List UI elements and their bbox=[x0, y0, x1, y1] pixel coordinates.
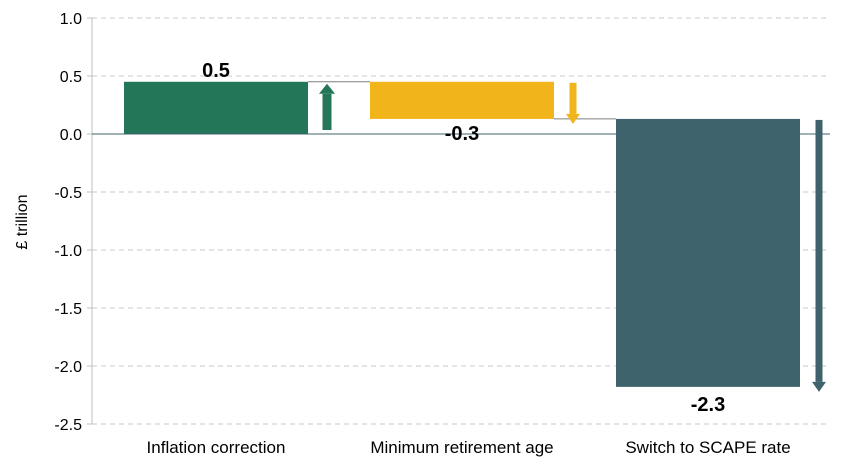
y-tick-label: -1.5 bbox=[54, 301, 82, 318]
data-label-1: 0.5 bbox=[202, 60, 230, 82]
y-tick-label: -2.0 bbox=[54, 359, 82, 376]
y-axis-ticks: 1.0 0.5 0.0 -0.5 -1.0 -1.5 -2.0 -2.5 bbox=[54, 11, 92, 434]
bars bbox=[124, 81, 800, 387]
data-labels: 0.5 -0.3 -2.3 bbox=[202, 60, 725, 416]
y-tick-label: -0.5 bbox=[54, 185, 82, 202]
y-tick-label: 0.0 bbox=[60, 127, 82, 144]
y-tick-label: 0.5 bbox=[60, 69, 82, 86]
data-label-3: -2.3 bbox=[691, 394, 725, 416]
bar-2 bbox=[370, 81, 554, 119]
category-label-3: Switch to SCAPE rate bbox=[625, 438, 790, 457]
arrow-down-icon bbox=[566, 82, 580, 124]
arrow-down-icon bbox=[812, 119, 826, 392]
bar-1 bbox=[124, 81, 308, 134]
y-axis-title: £ trillion bbox=[14, 194, 31, 249]
y-tick-label: -1.0 bbox=[54, 243, 82, 260]
connectors bbox=[308, 81, 616, 120]
y-tick-label: -2.5 bbox=[54, 417, 82, 434]
arrows bbox=[319, 82, 826, 392]
y-tick-label: 1.0 bbox=[60, 11, 82, 28]
category-label-2: Minimum retirement age bbox=[370, 438, 553, 457]
category-labels: Inflation correction Minimum retirement a… bbox=[147, 438, 791, 457]
arrow-up-icon bbox=[319, 83, 335, 130]
bar-3 bbox=[616, 118, 800, 387]
category-label-1: Inflation correction bbox=[147, 438, 286, 457]
data-label-2: -0.3 bbox=[445, 123, 479, 145]
